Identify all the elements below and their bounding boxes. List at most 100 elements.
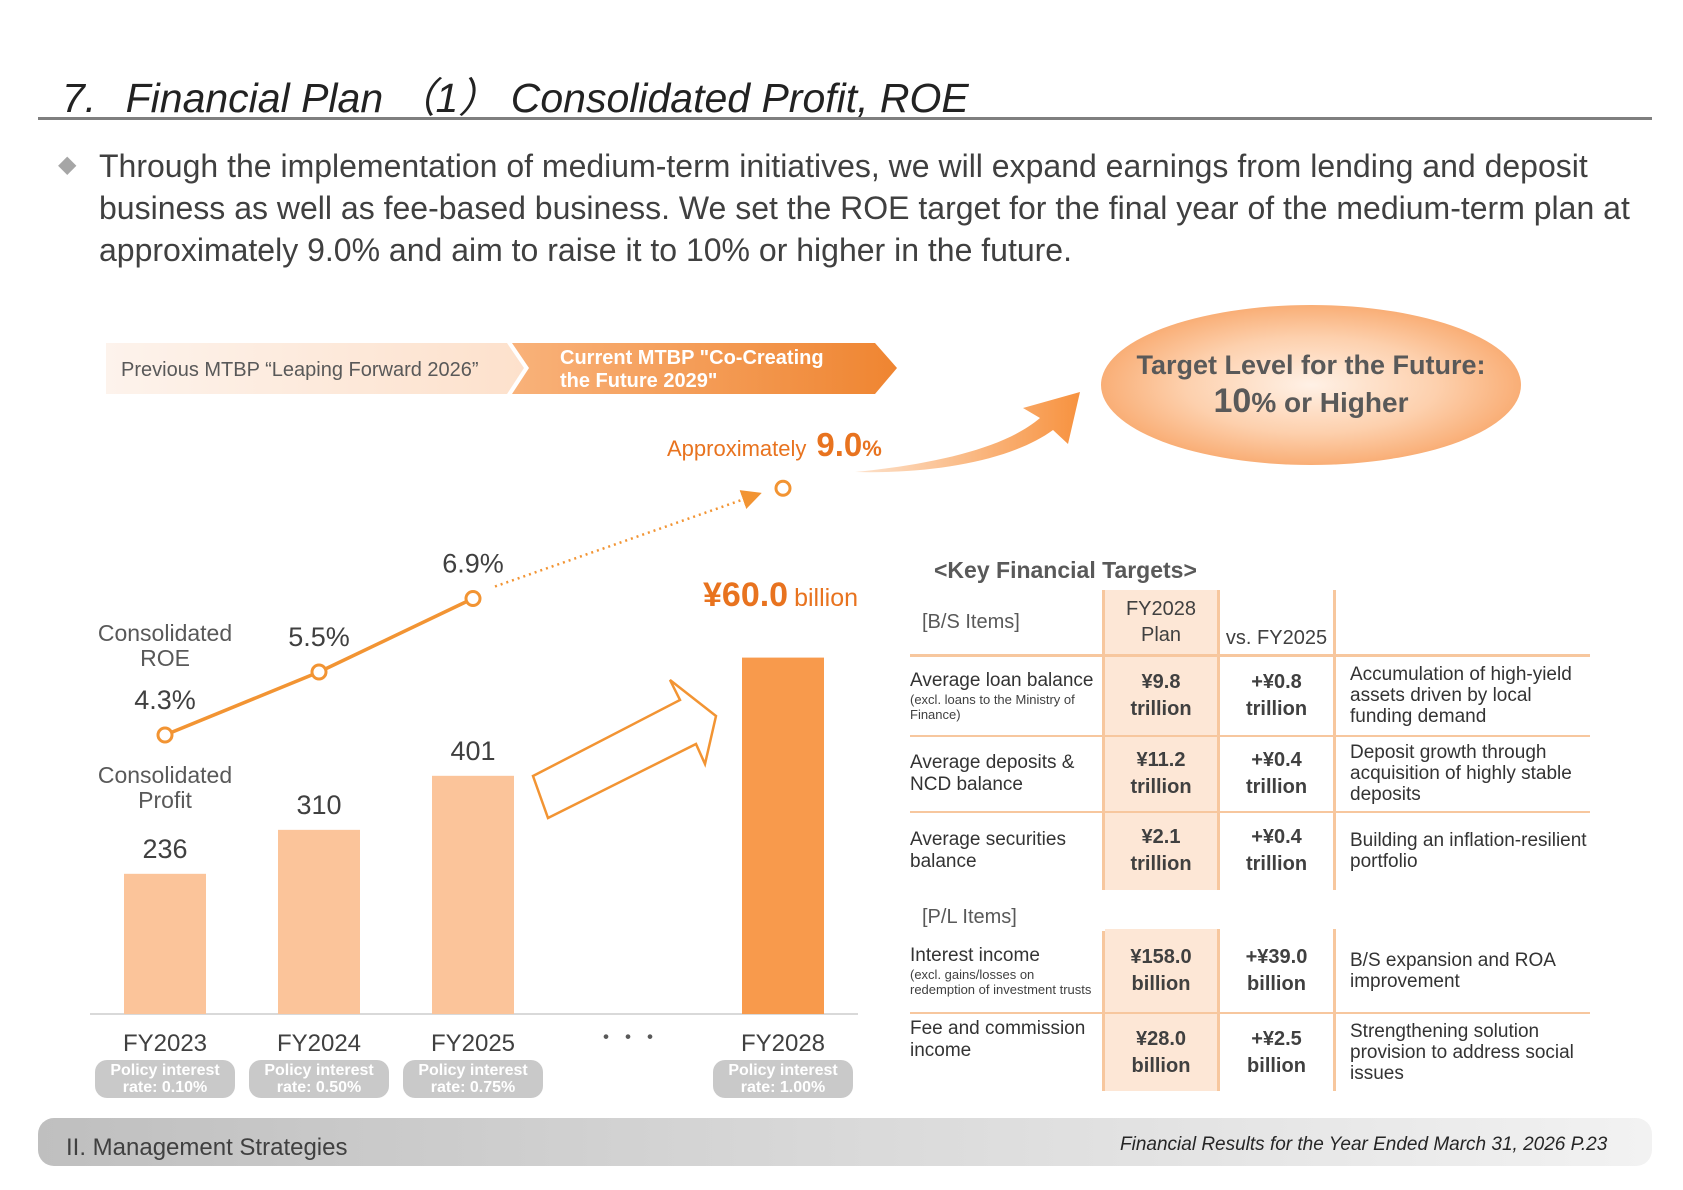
roe-data-label: 5.5% (288, 622, 350, 652)
col-header-plan-line2: Plan (1140, 624, 1182, 646)
policy-rate-label: Policy interest (418, 1062, 528, 1079)
roe-data-label: 4.3% (134, 685, 196, 715)
target-future-line1: Target Level for the Future: (1136, 350, 1485, 380)
row-vs: +¥39.0 billion (1218, 929, 1336, 1014)
key-financial-targets-table: [B/S Items] FY2028 Plan vs. FY2025 Avera… (910, 590, 1590, 1091)
row-item-label: Average securities balance (910, 829, 1066, 872)
roe-point (774, 479, 792, 497)
roe-point (310, 663, 328, 681)
pl-items-label: [P/L Items] (910, 889, 1104, 929)
row-plan-unit: billion (1131, 972, 1191, 995)
row-plan-unit: trillion (1130, 853, 1192, 875)
row-note: B/S expansion and ROA improvement (1334, 929, 1590, 1014)
row-vs-unit: billion (1247, 972, 1306, 995)
footer-section: II. Management Strategies (66, 1134, 348, 1161)
row-item-sub: (excl. loans to the Ministry of Finance) (910, 691, 1075, 722)
row-vs: +¥0.8 trillion (1218, 654, 1336, 737)
roe-data-label: 6.9% (442, 549, 504, 579)
x-tick-label: FY2028 (741, 1030, 825, 1057)
growth-swoosh-arrow (855, 392, 1080, 473)
col-header-plan-line1: FY2028 (1125, 598, 1197, 620)
row-plan: ¥158.0 billion (1102, 929, 1220, 1014)
row-plan-unit: billion (1131, 1054, 1191, 1077)
outline-block-arrow (531, 679, 718, 820)
profit-data-label: 401 (450, 736, 495, 766)
row-vs-unit: trillion (1245, 697, 1308, 720)
row-plan-value: ¥158.0 (1130, 945, 1192, 968)
row-item: Average deposits & NCD balance (910, 735, 1104, 813)
profit-bar (742, 657, 824, 1014)
page-title: 7. Financial Plan （1） Consolidated Profi… (62, 64, 969, 124)
col-header-note (1335, 590, 1591, 656)
x-tick-label: FY2024 (277, 1030, 361, 1057)
roe-series-label-2: ROE (140, 645, 190, 671)
mtbp-banner: Previous MTBP “Leaping Forward 2026” Cur… (106, 343, 897, 394)
row-plan: ¥9.8 trillion (1102, 654, 1220, 737)
policy-rate-label: rate: 0.10% (123, 1079, 208, 1096)
table-row: Interest income (excl. gains/losses on re… (910, 927, 1590, 1014)
bs-items-label: [B/S Items] (922, 611, 1020, 633)
profit-series-label-2: Profit (138, 787, 192, 813)
diamond-bullet-icon: ◆ (58, 151, 77, 178)
row-item: Average securities balance (910, 812, 1104, 890)
pl-items-row: [P/L Items] (910, 889, 1590, 929)
row-plan-value: ¥28.0 (1135, 1027, 1187, 1050)
row-vs-unit: billion (1247, 1054, 1306, 1077)
profit-bar (124, 873, 206, 1014)
roe-series-label-1: Consolidated (98, 620, 232, 646)
profit-target-label: ¥60.0 billion (703, 576, 858, 614)
ellipsis: ・・・ (595, 1025, 661, 1050)
profit-bar (432, 775, 514, 1014)
row-plan-value: ¥9.8 (1141, 670, 1181, 693)
table-row: Fee and commission income ¥28.0 billion +… (910, 1013, 1590, 1091)
col-header-plan: FY2028 Plan (1102, 590, 1220, 656)
row-vs-value: +¥0.8 (1251, 670, 1302, 693)
x-tick-label: FY2023 (123, 1030, 207, 1057)
row-plan: ¥28.0 billion (1102, 1013, 1220, 1091)
policy-rate-label: rate: 1.00% (741, 1079, 826, 1096)
previous-mtbp-label: Previous MTBP “Leaping Forward 2026” (121, 359, 479, 381)
row-plan-value: ¥2.1 (1141, 826, 1181, 848)
title-text: Financial Plan （1） Consolidated Profit, … (125, 75, 969, 121)
row-item-label: Average loan balance (910, 669, 1094, 691)
profit-data-label: 236 (142, 834, 187, 864)
row-vs-value: +¥0.4 (1251, 826, 1302, 848)
row-item-label: Average deposits & NCD balance (910, 751, 1075, 795)
roe-point (464, 590, 482, 607)
row-vs-value: +¥2.5 (1251, 1027, 1302, 1050)
row-vs: +¥0.4 trillion (1218, 735, 1336, 813)
profit-data-label: 310 (296, 790, 341, 820)
row-vs-unit: trillion (1245, 853, 1308, 875)
row-plan: ¥11.2 trillion (1102, 735, 1220, 813)
table-row: Average securities balance ¥2.1 trillion … (910, 811, 1590, 890)
category-axis-layer: FY2023 Policy interest rate: 0.10% FY2024 Po… (95, 1030, 853, 1098)
policy-rate-label: Policy interest (728, 1062, 838, 1079)
target-future-oval: Target Level for the Future: 10% or High… (1101, 305, 1521, 465)
row-plan-unit: trillion (1130, 775, 1192, 798)
table-row: Average deposits & NCD balance ¥11.2 tril… (910, 735, 1590, 813)
roe-projection-line (494, 490, 762, 588)
policy-rate-label: rate: 0.50% (277, 1079, 362, 1096)
row-vs-value: +¥0.4 (1251, 748, 1302, 771)
row-note: Strengthening solution provision to addr… (1350, 1021, 1574, 1084)
row-vs: +¥0.4 trillion (1218, 811, 1336, 890)
policy-rate-badge (403, 1060, 543, 1098)
footer-page: Financial Results for the Year Ended Mar… (1120, 1134, 1608, 1155)
table-row: Average loan balance (excl. loans to the … (910, 654, 1590, 737)
target-future-line2: 10% or Higher (1214, 382, 1409, 420)
policy-rate-badge (713, 1060, 853, 1098)
key-financial-targets-title: <Key Financial Targets> (934, 557, 1197, 583)
row-plan-unit: trillion (1130, 697, 1192, 720)
policy-rate-badge (249, 1060, 389, 1098)
policy-rate-badge (95, 1060, 235, 1098)
footer-bar (38, 1118, 1652, 1166)
title-underline (38, 117, 1652, 120)
row-item-label: Fee and commission income (910, 1018, 1086, 1061)
row-note: Deposit growth through acquisition of hi… (1334, 735, 1590, 813)
row-plan: ¥2.1 trillion (1102, 811, 1220, 890)
col-header-vs: vs. FY2025 (1218, 590, 1336, 656)
current-mtbp-label-2: the Future 2029" (560, 370, 717, 392)
bars-layer: 236 310 401 (124, 657, 824, 1014)
profit-bar (278, 829, 360, 1014)
